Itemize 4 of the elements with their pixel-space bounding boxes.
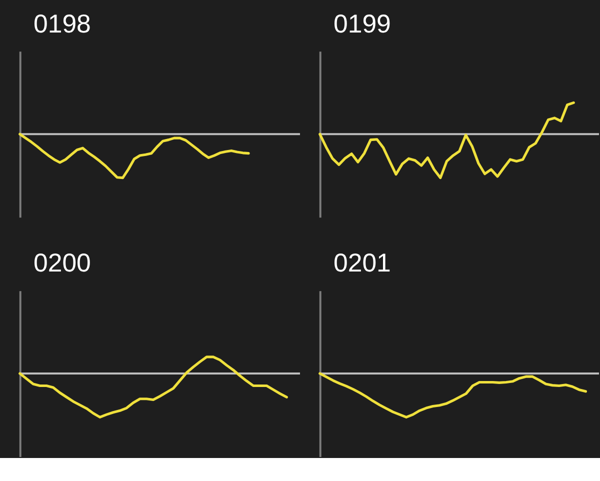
chart-title: 0198: [33, 10, 91, 38]
chart-title: 0201: [333, 250, 391, 278]
chart-title: 0200: [33, 250, 91, 278]
chart-title: 0199: [333, 10, 391, 38]
